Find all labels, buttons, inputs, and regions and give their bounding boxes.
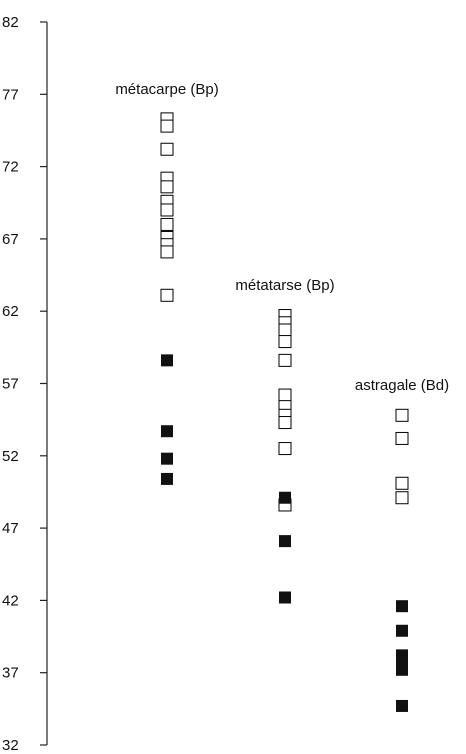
open-square-point xyxy=(160,217,174,231)
open-square-point xyxy=(278,323,292,337)
y-tick-label: 52 xyxy=(2,448,19,465)
filled-square-point xyxy=(161,425,173,438)
open-square-point xyxy=(160,288,174,302)
filled-square-point xyxy=(279,491,291,504)
open-square-point xyxy=(395,491,409,505)
filled-square-point xyxy=(396,624,408,637)
y-tick-label: 67 xyxy=(2,231,19,248)
open-square-point xyxy=(395,476,409,490)
filled-square-point xyxy=(396,600,408,613)
open-square-point xyxy=(395,408,409,422)
y-tick-label: 57 xyxy=(2,376,19,393)
y-tick-label: 82 xyxy=(2,14,19,31)
open-square-point xyxy=(278,335,292,349)
y-tick-label: 62 xyxy=(2,303,19,320)
filled-square-point xyxy=(396,663,408,676)
data-points xyxy=(160,112,409,712)
filled-square-point xyxy=(396,699,408,712)
open-square-point xyxy=(160,180,174,194)
open-square-point xyxy=(160,119,174,133)
y-tick-label: 47 xyxy=(2,520,19,537)
open-square-point xyxy=(395,431,409,445)
open-square-point xyxy=(278,388,292,402)
group-label: astragale (Bd) xyxy=(355,377,449,394)
open-square-point xyxy=(160,245,174,259)
open-square-point xyxy=(160,203,174,217)
filled-square-point xyxy=(279,535,291,548)
group-label: métatarse (Bp) xyxy=(235,277,334,294)
filled-square-point xyxy=(161,472,173,485)
filled-square-point xyxy=(161,452,173,465)
open-square-point xyxy=(278,416,292,430)
open-square-point xyxy=(160,142,174,156)
y-axis-ticks: 82 77 72 67 62 57 52 47 42 37 32 xyxy=(2,14,47,754)
y-tick-label: 32 xyxy=(2,737,19,754)
open-square-point xyxy=(278,442,292,456)
group-labels: métacarpe (Bp) métatarse (Bp) astragale (B… xyxy=(115,81,449,394)
y-tick-label: 37 xyxy=(2,665,19,682)
y-tick-label: 42 xyxy=(2,592,19,609)
y-tick-label: 72 xyxy=(2,159,19,176)
y-tick-label: 77 xyxy=(2,86,19,103)
group-label: métacarpe (Bp) xyxy=(115,81,218,98)
filled-square-point xyxy=(279,591,291,604)
open-square-point xyxy=(278,353,292,367)
filled-square-point xyxy=(161,354,173,367)
